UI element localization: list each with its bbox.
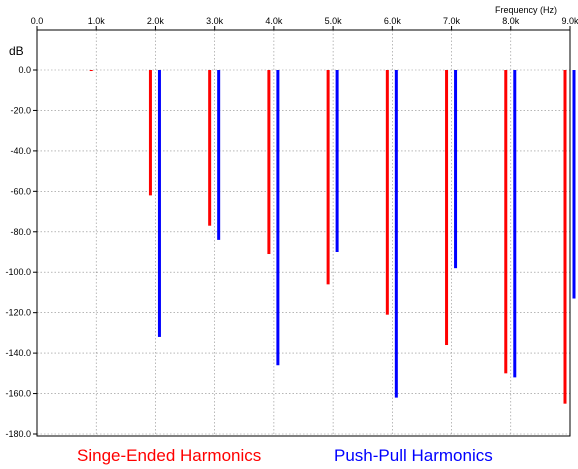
x-tick-label: 4.0k	[265, 16, 283, 26]
x-tick-label: 6.0k	[384, 16, 402, 26]
y-tick-label: 0.0	[18, 65, 31, 75]
legend-singe-ended: Singe-Ended Harmonics	[77, 446, 261, 465]
bars	[89, 70, 576, 404]
y-tick-label: -160.0	[5, 389, 31, 399]
push-pull-bar	[157, 70, 161, 337]
y-tick-label: -180.0	[5, 429, 31, 439]
x-tick-label: 7.0k	[443, 16, 461, 26]
y-tick-label: -80.0	[10, 227, 31, 237]
x-tick-label: 8.0k	[502, 16, 520, 26]
y-tick-label: -20.0	[10, 105, 31, 115]
y-tick-label: -60.0	[10, 186, 31, 196]
singe-ended-bar	[504, 70, 508, 374]
singe-ended-bar	[89, 70, 93, 72]
x-tick-label: 3.0k	[206, 16, 224, 26]
push-pull-bar	[276, 70, 280, 366]
x-tick-label: 1.0k	[88, 16, 106, 26]
legend-push-pull: Push-Pull Harmonics	[334, 446, 493, 465]
grid	[37, 30, 570, 436]
tick-labels: 0.0 1.0k 2.0k 3.0k 4.0k 5.0k 6.0k 7.0k 8.0k 9.0k 0…	[5, 16, 578, 439]
push-pull-bar	[335, 70, 339, 252]
singe-ended-bar	[208, 70, 212, 226]
y-axis-title: dB	[9, 44, 24, 58]
legend: Singe-Ended Harmonics Push-Pull Harmonic…	[77, 446, 493, 465]
singe-ended-bar	[445, 70, 449, 346]
x-axis-title: Frequency (Hz)	[495, 5, 557, 15]
y-tick-label: -100.0	[5, 267, 31, 277]
push-pull-bar	[454, 70, 458, 269]
y-tick-label: -120.0	[5, 308, 31, 318]
push-pull-bar	[394, 70, 398, 398]
push-pull-bar	[572, 70, 576, 299]
x-tick-label: 0.0	[31, 16, 44, 26]
push-pull-bar	[217, 70, 221, 240]
singe-ended-bar	[148, 70, 152, 196]
push-pull-bar	[513, 70, 517, 378]
singe-ended-bar	[385, 70, 389, 315]
singe-ended-bar	[563, 70, 567, 404]
plot-frame	[36, 29, 571, 437]
y-tick-label: -140.0	[5, 348, 31, 358]
x-tick-label: 9.0k	[561, 16, 578, 26]
singe-ended-bar	[326, 70, 330, 285]
x-tick-label: 2.0k	[147, 16, 165, 26]
y-tick-label: -40.0	[10, 146, 31, 156]
x-tick-label: 5.0k	[325, 16, 343, 26]
singe-ended-bar	[267, 70, 271, 255]
